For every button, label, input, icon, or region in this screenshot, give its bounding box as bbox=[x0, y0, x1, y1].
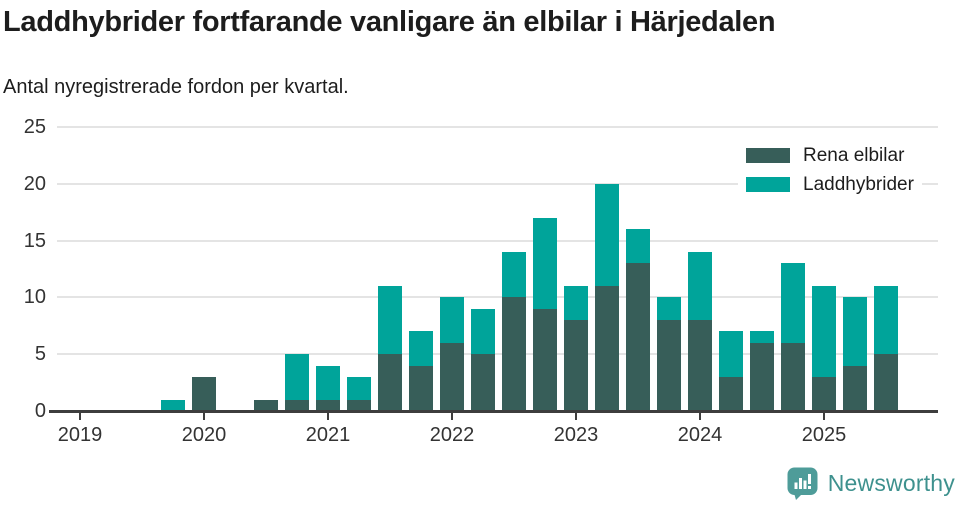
legend: Rena elbilar Laddhybrider bbox=[738, 139, 922, 205]
bar-segment-rena-elbilar-2023-q4 bbox=[657, 320, 681, 411]
bar-segment-rena-elbilar-2020-q3 bbox=[254, 399, 278, 411]
bar-segment-rena-elbilar-2021-q2 bbox=[347, 399, 371, 411]
x-axis-label-2025: 2025 bbox=[801, 424, 847, 446]
y-axis-label-5: 5 bbox=[34, 343, 46, 366]
bar-segment-rena-elbilar-2022-q1 bbox=[440, 342, 464, 411]
gridline-y-20 bbox=[57, 182, 938, 185]
x-tick-2025 bbox=[823, 413, 825, 420]
bar-segment-rena-elbilar-2025-q2 bbox=[843, 365, 867, 411]
bar-segment-laddhybrider-2022-q2 bbox=[471, 308, 495, 355]
bar-segment-rena-elbilar-2022-q4 bbox=[533, 308, 557, 411]
x-axis-label-2020: 2020 bbox=[181, 424, 227, 446]
bar-segment-laddhybrider-2025-q2 bbox=[843, 297, 867, 366]
bar-segment-rena-elbilar-2023-q2 bbox=[595, 286, 619, 411]
x-axis-line bbox=[49, 410, 938, 413]
bar-segment-rena-elbilar-2024-q2 bbox=[719, 376, 743, 411]
page-title: Laddhybrider fortfarande vanligare än el… bbox=[3, 6, 776, 38]
chart-subtitle: Antal nyregistrerade fordon per kvartal. bbox=[3, 76, 349, 98]
bar-segment-laddhybrider-2023-q4 bbox=[657, 297, 681, 321]
gridline-y-15 bbox=[57, 239, 938, 242]
bar-segment-rena-elbilar-2022-q3 bbox=[502, 297, 526, 411]
x-tick-2023 bbox=[575, 413, 577, 420]
bar-segment-rena-elbilar-2021-q1 bbox=[316, 399, 340, 411]
legend-item-rena-elbilar: Rena elbilar bbox=[746, 141, 914, 170]
bar-segment-laddhybrider-2022-q3 bbox=[502, 251, 526, 298]
y-axis-label-25: 25 bbox=[23, 116, 46, 138]
x-tick-2019 bbox=[79, 413, 81, 420]
newsworthy-logo-icon bbox=[787, 467, 818, 500]
bar-segment-rena-elbilar-2024-q4 bbox=[781, 342, 805, 411]
gridline-y-10 bbox=[57, 296, 938, 299]
bar-segment-laddhybrider-2021-q2 bbox=[347, 376, 371, 400]
legend-swatch-laddhybrider bbox=[746, 177, 790, 192]
bar-segment-rena-elbilar-2021-q3 bbox=[378, 354, 402, 411]
bar-segment-laddhybrider-2025-q3 bbox=[874, 286, 898, 355]
y-axis-label-15: 15 bbox=[23, 229, 46, 252]
x-tick-2021 bbox=[327, 413, 329, 420]
x-axis-label-2019: 2019 bbox=[57, 424, 103, 446]
y-axis-label-20: 20 bbox=[23, 172, 46, 195]
brand-footer: Newsworthy bbox=[785, 466, 955, 500]
bar-segment-rena-elbilar-2023-q3 bbox=[626, 263, 650, 411]
bar-segment-laddhybrider-2023-q1 bbox=[564, 286, 588, 321]
bar-segment-laddhybrider-2022-q1 bbox=[440, 297, 464, 343]
bar-segment-laddhybrider-2021-q1 bbox=[316, 365, 340, 400]
x-tick-2022 bbox=[451, 413, 453, 420]
bar-segment-laddhybrider-2020-q4 bbox=[285, 354, 309, 400]
x-tick-2024 bbox=[699, 413, 701, 420]
bar-segment-rena-elbilar-2023-q1 bbox=[564, 320, 588, 411]
bar-segment-rena-elbilar-2021-q4 bbox=[409, 365, 433, 411]
bar-segment-rena-elbilar-2020-q4 bbox=[285, 399, 309, 411]
legend-item-laddhybrider: Laddhybrider bbox=[746, 170, 914, 199]
bar-segment-laddhybrider-2021-q3 bbox=[378, 286, 402, 355]
legend-swatch-rena-elbilar bbox=[746, 148, 790, 163]
bar-segment-rena-elbilar-2020-q1 bbox=[192, 376, 216, 411]
bar-segment-laddhybrider-2024-q3 bbox=[750, 331, 774, 343]
bar-segment-laddhybrider-2025-q1 bbox=[812, 286, 836, 377]
bar-segment-laddhybrider-2023-q2 bbox=[595, 183, 619, 287]
bar-segment-laddhybrider-2022-q4 bbox=[533, 217, 557, 309]
y-axis-label-0: 0 bbox=[34, 400, 46, 422]
x-axis-label-2022: 2022 bbox=[429, 424, 475, 446]
bar-segment-laddhybrider-2024-q1 bbox=[688, 251, 712, 321]
legend-label-rena-elbilar: Rena elbilar bbox=[803, 144, 905, 166]
bar-segment-laddhybrider-2019-q4 bbox=[161, 399, 185, 411]
bar-segment-rena-elbilar-2024-q1 bbox=[688, 320, 712, 411]
bar-segment-rena-elbilar-2024-q3 bbox=[750, 342, 774, 411]
brand-name: Newsworthy bbox=[827, 469, 955, 496]
gridline-y-25 bbox=[57, 126, 938, 128]
legend-label-laddhybrider: Laddhybrider bbox=[803, 173, 914, 195]
bar-segment-laddhybrider-2021-q4 bbox=[409, 331, 433, 366]
y-axis-label-10: 10 bbox=[23, 286, 46, 309]
gridline-y-5 bbox=[57, 353, 938, 356]
bar-segment-laddhybrider-2023-q3 bbox=[626, 229, 650, 264]
bar-segment-laddhybrider-2024-q4 bbox=[781, 263, 805, 343]
bar-segment-laddhybrider-2024-q2 bbox=[719, 331, 743, 377]
bar-segment-rena-elbilar-2022-q2 bbox=[471, 354, 495, 411]
x-axis-label-2023: 2023 bbox=[553, 424, 599, 446]
x-tick-2020 bbox=[203, 413, 205, 420]
x-axis-label-2024: 2024 bbox=[677, 424, 723, 446]
bar-segment-rena-elbilar-2025-q1 bbox=[812, 376, 836, 411]
bar-segment-rena-elbilar-2025-q3 bbox=[874, 354, 898, 411]
x-axis-label-2021: 2021 bbox=[305, 424, 351, 446]
